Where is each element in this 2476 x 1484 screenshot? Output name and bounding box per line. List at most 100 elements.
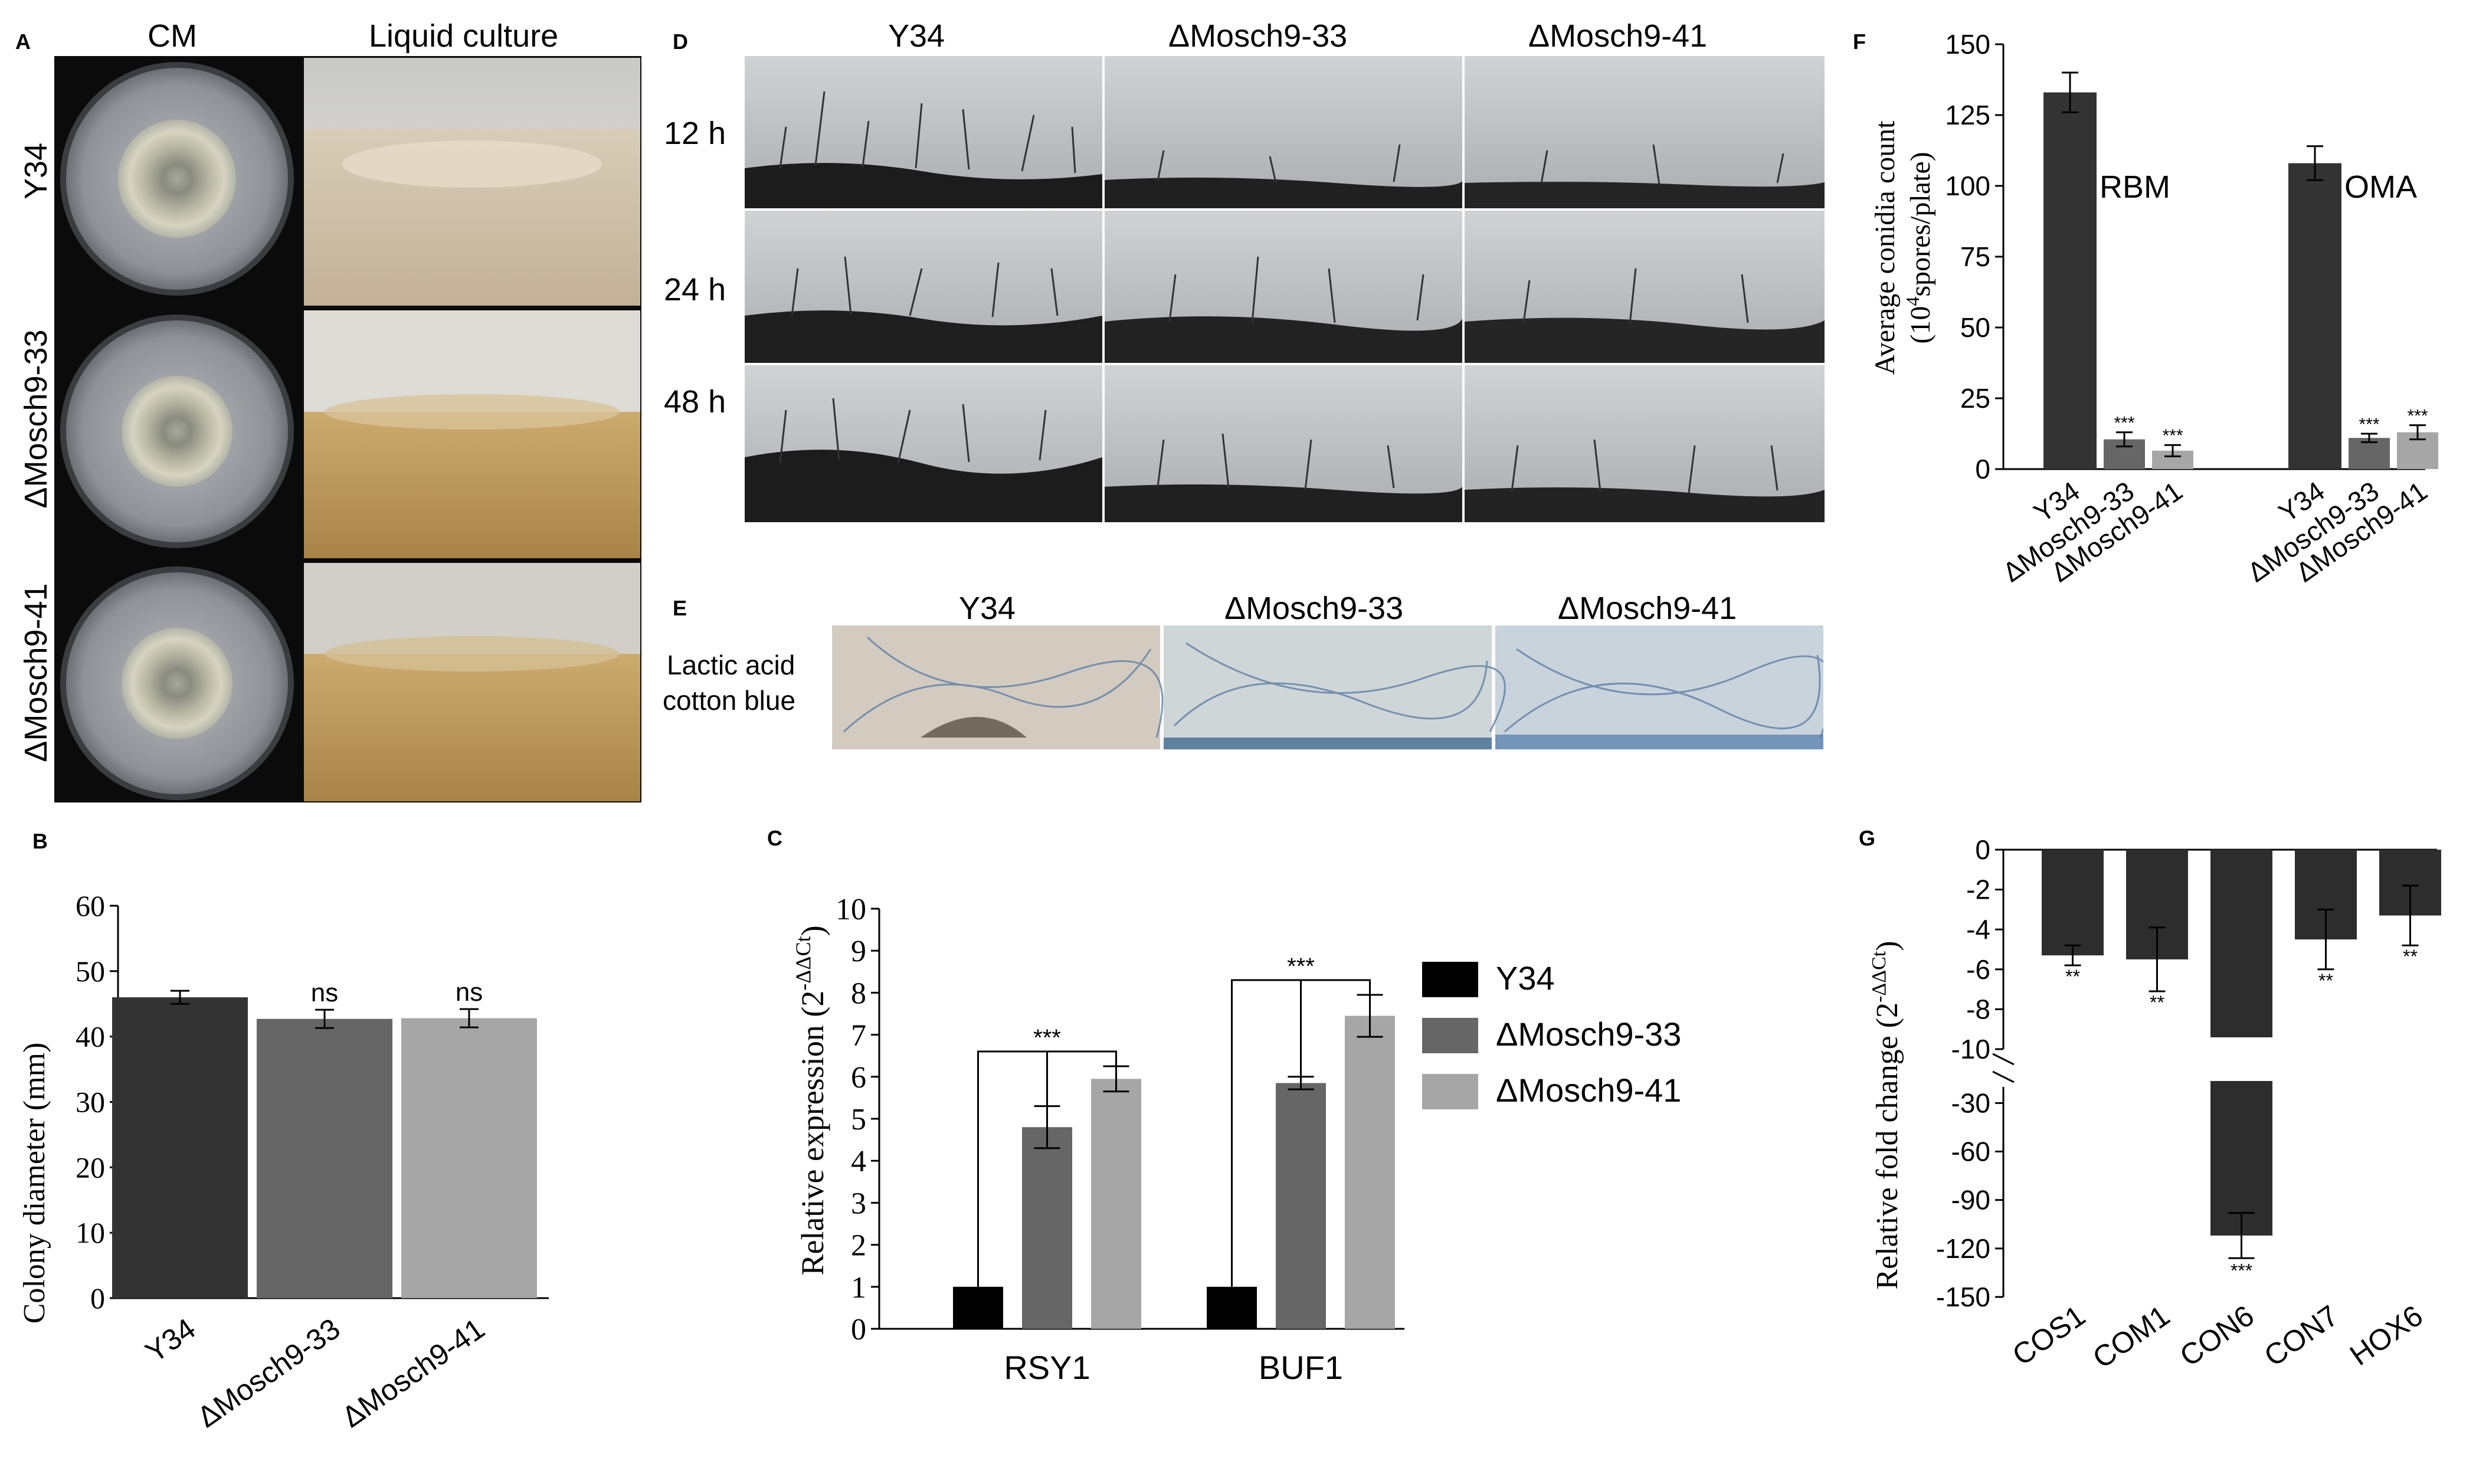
b-y-tick-label: 30 [76,1086,105,1119]
plate-mosch9-33 [60,315,294,548]
col-header-liquid-culture: Liquid culture [369,18,559,54]
flask-y34 [304,58,640,306]
g-y-tick-label: -120 [1936,1233,1990,1264]
c-y-tick-label: 8 [851,977,866,1010]
c-y-tick-label: 10 [836,893,866,926]
c-y-tick-label: 4 [851,1145,866,1178]
c-significance-1: *** [1287,954,1315,979]
row-label-y34: Y34 [18,142,54,200]
d-col-header-y34: Y34 [888,18,945,54]
chart-c-x-labels: RSY1 BUF1 [1004,1349,1343,1386]
g-x-tick-label-1: COM1 [2087,1299,2175,1375]
panel-label-d: D [673,30,688,54]
c-y-tick-label: 6 [851,1061,866,1095]
g-y-tick-label: -8 [1966,994,1990,1024]
f-group-label-0: RBM [2100,169,2170,205]
panel-label-b: B [32,829,48,853]
chart-f-y-label-line1: Average conidia count [1869,120,1901,375]
b-bar-1 [257,1018,392,1298]
chart-c-bars: *** *** [953,954,1395,1329]
g-significance-3: ** [2318,970,2333,991]
cm-plate-photos [60,62,294,800]
f-bar-1-1 [2349,438,2390,469]
e-col-header-mosch9-41: ΔMosch9-41 [1558,591,1737,626]
b-y-tick-label: 40 [76,1020,105,1053]
flask-mosch9-41 [304,563,640,801]
c-bar-1-1 [1276,1083,1326,1329]
c-y-tick-label: 3 [851,1187,866,1220]
d-row-label-24h: 24 h [664,272,726,307]
b-significance-2: ns [456,978,483,1007]
row-label-mosch9-33: ΔMosch9-33 [18,329,54,509]
f-significance-1-2: *** [2407,407,2428,426]
chart-g-y-label: Relative fold change (2-ΔΔCt) [1868,941,1904,1289]
c-legend-label-2: ΔMosch9-41 [1496,1072,1681,1109]
c-legend-swatch-2 [1422,1074,1478,1109]
c-bar-0-2 [1091,1079,1141,1329]
chart-c: 0 1 2 3 4 5 6 7 8 9 10 *** *** RSY1 BUF1 Y34 ΔMosch9-… [791,893,1681,1386]
panel-label-a: A [15,30,31,54]
f-significance-0-2: *** [2162,426,2183,445]
g-bar-0 [2042,850,2104,956]
b-y-tick-label: 10 [76,1216,105,1249]
g-x-tick-label-2: CON6 [2174,1299,2260,1373]
g-y-tick-label: -4 [1966,914,1990,945]
chart-c-legend: Y34 ΔMosch9-33 ΔMosch9-41 [1422,959,1681,1109]
g-y-tick-label: -90 [1951,1185,1990,1216]
micro-row-12h [745,56,1825,208]
g-y-tick-label: -60 [1951,1136,1990,1167]
f-y-tick-label: 150 [1945,29,1990,60]
c-bar-1-2 [1345,1015,1395,1329]
chart-f-y-label-line2: (104spores/plate) [1902,152,1936,343]
b-significance-1: ns [311,978,338,1007]
b-bar-2 [401,1018,537,1298]
e-col-header-mosch9-33: ΔMosch9-33 [1224,591,1404,626]
g-axis-break-mark-top [1992,1053,2015,1066]
c-y-tick-label: 1 [851,1271,866,1305]
b-y-tick-label: 60 [76,889,105,922]
c-bar-0-0 [953,1286,1003,1329]
g-y-tick-label: -6 [1966,954,1990,985]
chart-g-bars: *********** [2042,850,2441,1281]
chart-f: 0 25 50 75 100 125 150 *** *** *** *** Y34ΔMosch9… [1869,29,2438,588]
g-significance-4: ** [2403,946,2418,967]
panel-label-c: C [767,826,782,850]
e-row-label-line1: Lactic acid [667,650,795,680]
f-bar-0-0 [2043,92,2097,470]
c-x-tick-label-0: RSY1 [1004,1349,1090,1386]
plate-y34 [60,62,294,296]
c-y-tick-label: 2 [851,1229,866,1263]
chart-c-y-axis: 0 1 2 3 4 5 6 7 8 9 10 [836,893,1404,1347]
b-y-tick-label: 0 [90,1282,105,1315]
f-y-tick-label: 100 [1945,171,1990,201]
c-y-tick-label: 0 [851,1313,866,1347]
g-significance-0: ** [2065,966,2080,987]
g-y-tick-label: -10 [1951,1034,1990,1064]
f-significance-0-1: *** [2114,414,2134,433]
d-col-header-mosch9-41: ΔMosch9-41 [1528,18,1708,54]
c-y-tick-label: 9 [851,935,866,968]
b-x-tick-label-1: ΔMosch9-33 [191,1312,346,1434]
g-x-tick-label-3: CON7 [2258,1299,2344,1373]
c-x-tick-label-1: BUF1 [1259,1349,1343,1386]
c-legend-swatch-0 [1422,962,1478,997]
f-bar-1-0 [2288,163,2341,470]
g-y-tick-label: 0 [1975,834,1990,865]
g-y-tick-label: -30 [1951,1087,1990,1118]
conidiophore-photos [745,56,1825,522]
chart-f-bars: *** *** *** *** [2043,71,2438,470]
g-x-tick-label-4: HOX6 [2344,1299,2429,1372]
b-x-tick-label-0: Y34 [139,1312,201,1369]
g-bar-2-upper [2210,850,2272,1037]
d-col-header-mosch9-33: ΔMosch9-33 [1168,18,1348,54]
chart-g: 0-2-4-6-8-10-30-60-90-120-150 **********… [1868,834,2441,1375]
panel-label-g: G [1859,826,1876,850]
chart-c-y-label: Relative expression (2-ΔΔCt) [791,925,830,1275]
g-y-tick-label: -2 [1966,874,1990,905]
f-y-tick-label: 25 [1960,383,1990,414]
g-significance-2: *** [2231,1260,2252,1281]
b-bar-0 [112,997,248,1298]
d-row-label-12h: 12 h [664,116,726,151]
